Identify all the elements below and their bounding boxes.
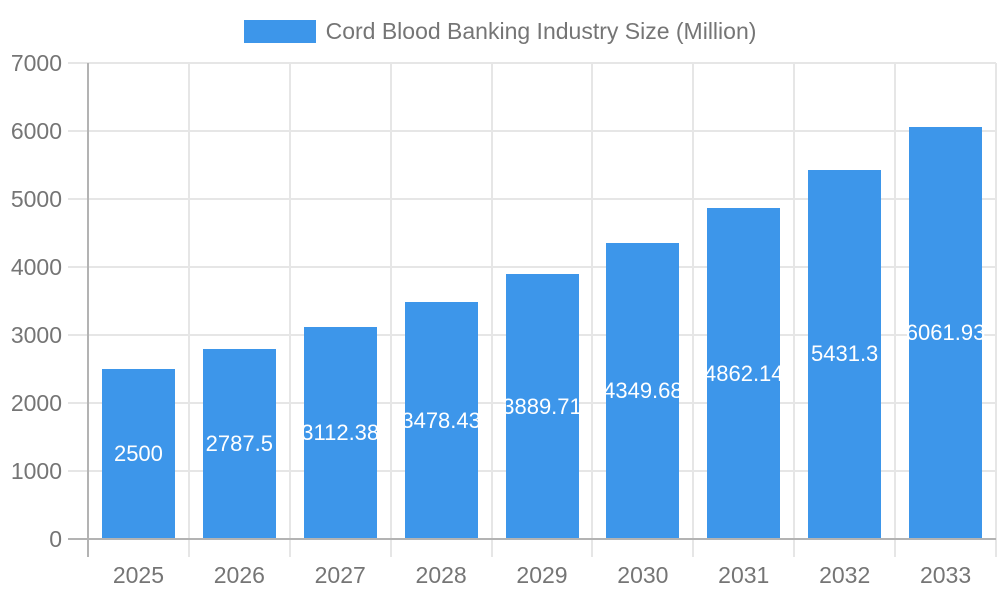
gridline-vertical xyxy=(692,63,695,557)
legend-swatch[interactable] xyxy=(243,20,316,43)
bar-value-label: 3112.38 xyxy=(301,420,380,446)
gridline-vertical xyxy=(288,63,291,557)
bar-2025[interactable] xyxy=(101,369,175,539)
gridline-vertical xyxy=(490,63,493,557)
y-axis-tick-label: 0 xyxy=(49,526,62,552)
gridline-horizontal xyxy=(68,266,996,268)
bar-2033[interactable] xyxy=(909,126,983,539)
y-axis-tick-label: 1000 xyxy=(10,458,62,484)
bar-value-label: 6061.93 xyxy=(905,319,986,345)
bar-value-label: 3889.71 xyxy=(502,393,582,419)
gridline-horizontal xyxy=(68,62,996,64)
bar-2031[interactable] xyxy=(707,208,781,539)
y-axis-tick-label: 7000 xyxy=(10,50,62,76)
y-axis-tick-label: 6000 xyxy=(10,118,62,144)
gridline-vertical xyxy=(389,63,392,557)
bar-value-label: 3478.43 xyxy=(401,407,481,433)
gridline-horizontal xyxy=(68,130,996,132)
y-axis-line xyxy=(87,63,89,557)
bar-2027[interactable] xyxy=(303,327,377,539)
bar-value-label: 5431.3 xyxy=(811,341,879,367)
bar-value-label: 4349.68 xyxy=(603,378,683,404)
bar-2030[interactable] xyxy=(606,243,680,539)
x-axis-tick-label: 2030 xyxy=(617,562,669,588)
x-axis-line xyxy=(68,538,996,540)
y-axis-tick-label: 4000 xyxy=(10,254,62,280)
x-axis-tick-label: 2031 xyxy=(718,562,770,588)
bar-value-label: 2787.5 xyxy=(205,431,273,457)
x-axis-tick-label: 2029 xyxy=(516,562,568,588)
y-axis-tick-label: 3000 xyxy=(10,322,62,348)
x-axis-tick-label: 2032 xyxy=(819,562,871,588)
bar-value-label: 2500 xyxy=(113,441,163,466)
bar-value-label: 4862.14 xyxy=(704,360,784,386)
gridline-vertical xyxy=(894,63,897,557)
x-axis-tick-label: 2026 xyxy=(213,562,265,588)
bar-2026[interactable] xyxy=(202,349,276,539)
x-axis-tick-label: 2033 xyxy=(919,562,972,588)
y-axis-tick-label: 5000 xyxy=(10,186,62,212)
x-axis-tick-label: 2025 xyxy=(112,562,165,588)
legend: Cord Blood Banking Industry Size (Millio… xyxy=(0,18,1000,45)
legend-label: Cord Blood Banking Industry Size (Millio… xyxy=(325,18,757,44)
gridline-horizontal xyxy=(68,198,996,200)
y-axis-tick-label: 2000 xyxy=(10,390,62,416)
x-axis-tick-label: 2028 xyxy=(415,562,467,588)
bar-2032[interactable] xyxy=(808,169,882,539)
x-axis-tick-label: 2027 xyxy=(314,562,366,588)
bar-2028[interactable] xyxy=(404,302,478,539)
gridline-vertical xyxy=(995,63,997,557)
gridline-vertical xyxy=(591,63,594,557)
bar-2029[interactable] xyxy=(505,274,579,539)
gridline-vertical xyxy=(187,63,190,557)
gridline-vertical xyxy=(793,63,796,557)
